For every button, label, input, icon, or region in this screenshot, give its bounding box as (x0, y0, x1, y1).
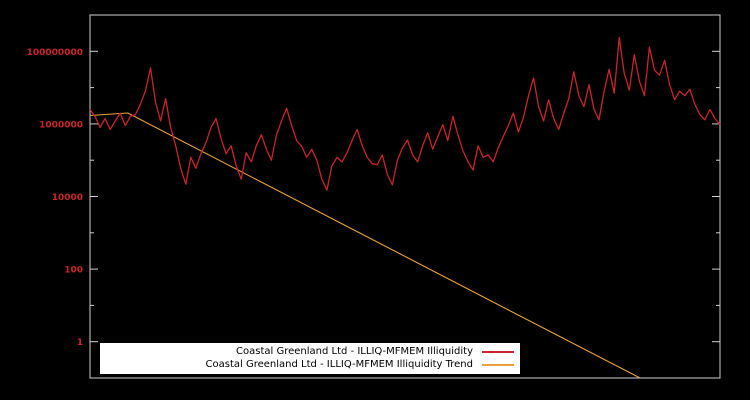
plot-border (89, 14, 721, 379)
y-tick-label: 100000000 (27, 48, 83, 58)
legend-line-sample-trend (482, 363, 514, 366)
y-tick-label: 100 (64, 266, 83, 276)
legend-label-trend: Coastal Greenland Ltd - ILLIQ-MFMEM Illi… (205, 359, 474, 370)
legend-item-trend: Coastal Greenland Ltd - ILLIQ-MFMEM Illi… (106, 358, 514, 371)
trend-series-line (89, 112, 641, 379)
illiquidity-series-line (89, 36, 721, 191)
legend: Coastal Greenland Ltd - ILLIQ-MFMEM Illi… (100, 343, 520, 374)
y-tick-label: 1000000 (39, 120, 83, 130)
y-tick-label: 10000 (52, 193, 83, 203)
legend-label-illiquidity: Coastal Greenland Ltd - ILLIQ-MFMEM Illi… (236, 346, 473, 357)
y-tick-label: 1 (77, 338, 83, 348)
legend-line-sample-illiquidity (482, 350, 514, 353)
legend-item-illiquidity: Coastal Greenland Ltd - ILLIQ-MFMEM Illi… (106, 345, 514, 358)
